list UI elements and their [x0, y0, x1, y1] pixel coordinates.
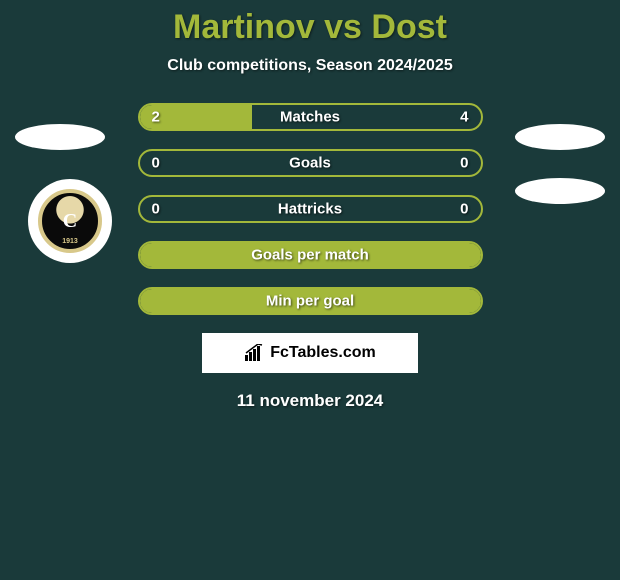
bar-chart-icon	[244, 344, 266, 362]
club-badge: C 1913	[28, 179, 112, 263]
bar-label: Matches	[140, 109, 481, 126]
stat-bar: Min per goal	[138, 287, 483, 315]
bar-value-left: 0	[152, 201, 160, 218]
player-right-placeholder-1	[515, 124, 605, 150]
bar-value-right: 0	[460, 155, 468, 172]
bar-value-right: 0	[460, 201, 468, 218]
brand-text: FcTables.com	[270, 344, 376, 362]
stat-bar: Goals per match	[138, 241, 483, 269]
club-badge-inner: C 1913	[38, 189, 102, 253]
bar-value-right: 4	[460, 109, 468, 126]
stat-bar: Goals0 0	[138, 149, 483, 177]
page-title: Martinov vs Dost	[0, 8, 620, 47]
club-badge-year: 1913	[62, 238, 78, 245]
comparison-bars: Matches24Goals00Hattricks00Goals per mat…	[138, 103, 483, 315]
bar-value-left: 0	[152, 155, 160, 172]
footer-date: 11 november 2024	[0, 391, 620, 411]
page-subtitle: Club competitions, Season 2024/2025	[0, 57, 620, 75]
player-left-placeholder	[15, 124, 105, 150]
stat-bar: Matches2 4	[138, 103, 483, 131]
bar-label: Min per goal	[140, 293, 481, 310]
bar-label: Goals	[140, 155, 481, 172]
player-right-placeholder-2	[515, 178, 605, 204]
bar-value-left: 2	[152, 109, 160, 126]
club-badge-letter: C	[63, 210, 77, 233]
brand-logo: FcTables.com	[202, 333, 418, 373]
stat-bar: Hattricks0 0	[138, 195, 483, 223]
bar-label: Goals per match	[140, 247, 481, 264]
bar-label: Hattricks	[140, 201, 481, 218]
